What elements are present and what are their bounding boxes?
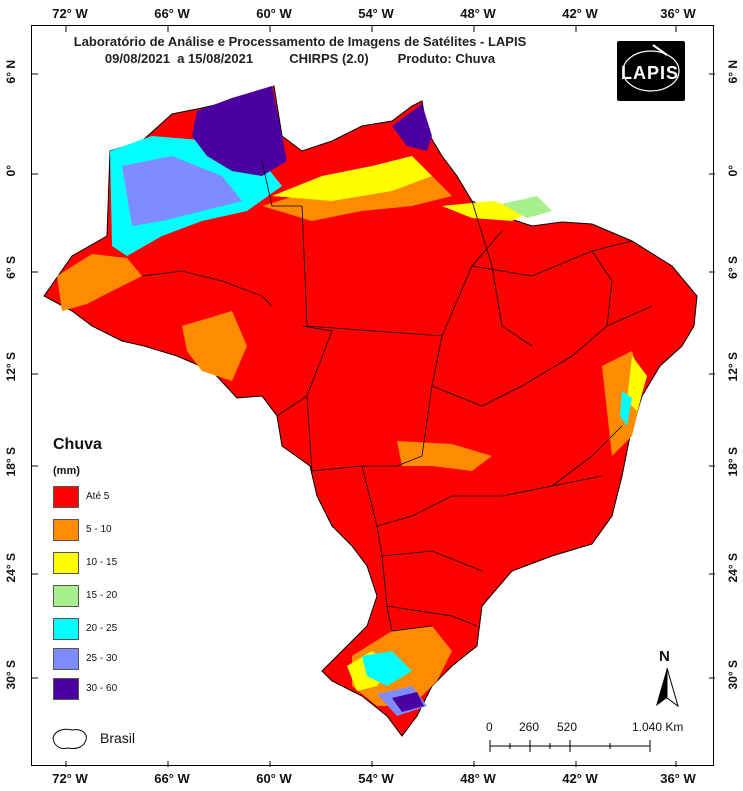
lon-tick-top: 42° W [562,6,598,21]
north-arrow-icon [656,667,679,708]
scale-bar [489,740,651,752]
legend-item: 30 - 60 [53,678,253,702]
lon-tick-top: 54° W [358,6,394,21]
lon-tick-top: 60° W [256,6,292,21]
lat-tick-right: 6° N [726,60,740,84]
rain-15-20-coast [502,196,552,218]
brasil-legend-label: Brasil [100,730,136,746]
legend-swatch [53,618,79,640]
legend-item: 20 - 25 [53,618,253,642]
lat-tick-right: 24° S [726,553,740,583]
legend-item: Até 5 [53,486,253,510]
scale-label: 0 [486,720,493,734]
rain-5-10-acre [182,311,247,381]
legend-label: 25 - 30 [86,653,118,664]
legend-swatch [53,678,79,700]
lat-tick-left: 12° S [4,352,18,382]
map-canvas [32,26,715,767]
lat-tick-left: 24° S [4,553,18,583]
scale-label: 520 [557,720,578,734]
brasil-outline-icon [52,728,87,749]
legend-label: 20 - 25 [86,623,118,634]
brazil-shape [43,85,698,737]
lon-tick-bottom: 72° W [52,771,88,786]
lon-tick-bottom: 48° W [460,771,496,786]
rain-10-15-north [272,156,432,201]
lat-tick-left: 6° S [4,256,18,279]
rain-20-25-south [362,651,412,686]
lat-tick-right: 18° S [726,447,740,477]
rain-5-10-west [57,254,142,311]
map-title-line1: Laboratório de Análise e Processamento d… [73,34,527,49]
lat-tick-left: 0° [4,165,18,177]
logo-text: LAPIS [621,63,680,83]
rain-30-60-north [392,104,432,151]
lon-tick-bottom: 66° W [154,771,190,786]
rain-10-15-east [627,356,647,411]
legend-item: 10 - 15 [53,552,253,576]
legend-unit: (mm) [53,465,80,477]
lon-tick-top: 72° W [52,6,88,21]
lat-tick-right: 6° S [726,256,740,279]
rain-25-30-northwest [122,156,242,226]
lat-tick-left: 18° S [4,447,18,477]
map-title-line2: 09/08/2021 a 15/08/2021 CHIRPS (2.0) Pro… [104,51,496,66]
rain-5-10-goias [397,441,492,471]
map-frame [31,25,715,767]
legend-swatch [53,552,79,574]
legend-swatch [53,486,79,508]
lon-tick-top: 66° W [154,6,190,21]
lon-tick-bottom: 60° W [256,771,292,786]
rain-30-60-south [392,692,424,712]
lon-tick-top: 48° W [460,6,496,21]
lat-tick-right: 0° [726,165,740,177]
lat-tick-right: 12° S [726,352,740,382]
legend-swatch [53,648,79,670]
legend-label: 15 - 20 [86,590,118,601]
lat-tick-right: 30° S [726,660,740,690]
legend-title: Chuva [53,436,102,453]
legend-label: 5 - 10 [86,524,112,535]
satellite-icon [622,44,680,92]
north-label: N [659,648,670,665]
scale-label: 260 [519,720,540,734]
lon-tick-bottom: 36° W [660,771,696,786]
lapis-logo: LAPIS [617,41,685,101]
lat-tick-left: 30° S [4,660,18,690]
state-boundaries [141,160,653,632]
rain-20-25-east [620,391,632,426]
legend-label: 10 - 15 [86,557,118,568]
scale-label: 1.040 Km [632,720,684,734]
legend-label: Até 5 [86,491,110,502]
legend-item: 25 - 30 [53,648,253,672]
legend-swatch [53,519,79,541]
lon-tick-bottom: 54° W [358,771,394,786]
legend-label: 30 - 60 [86,683,118,694]
lon-tick-top: 36° W [660,6,696,21]
rain-30-60-northwest [192,86,287,176]
lon-tick-bottom: 42° W [562,771,598,786]
legend-item: 5 - 10 [53,519,253,543]
legend-item: 15 - 20 [53,585,253,609]
legend-swatch [53,585,79,607]
lat-tick-left: 6° N [4,60,18,84]
